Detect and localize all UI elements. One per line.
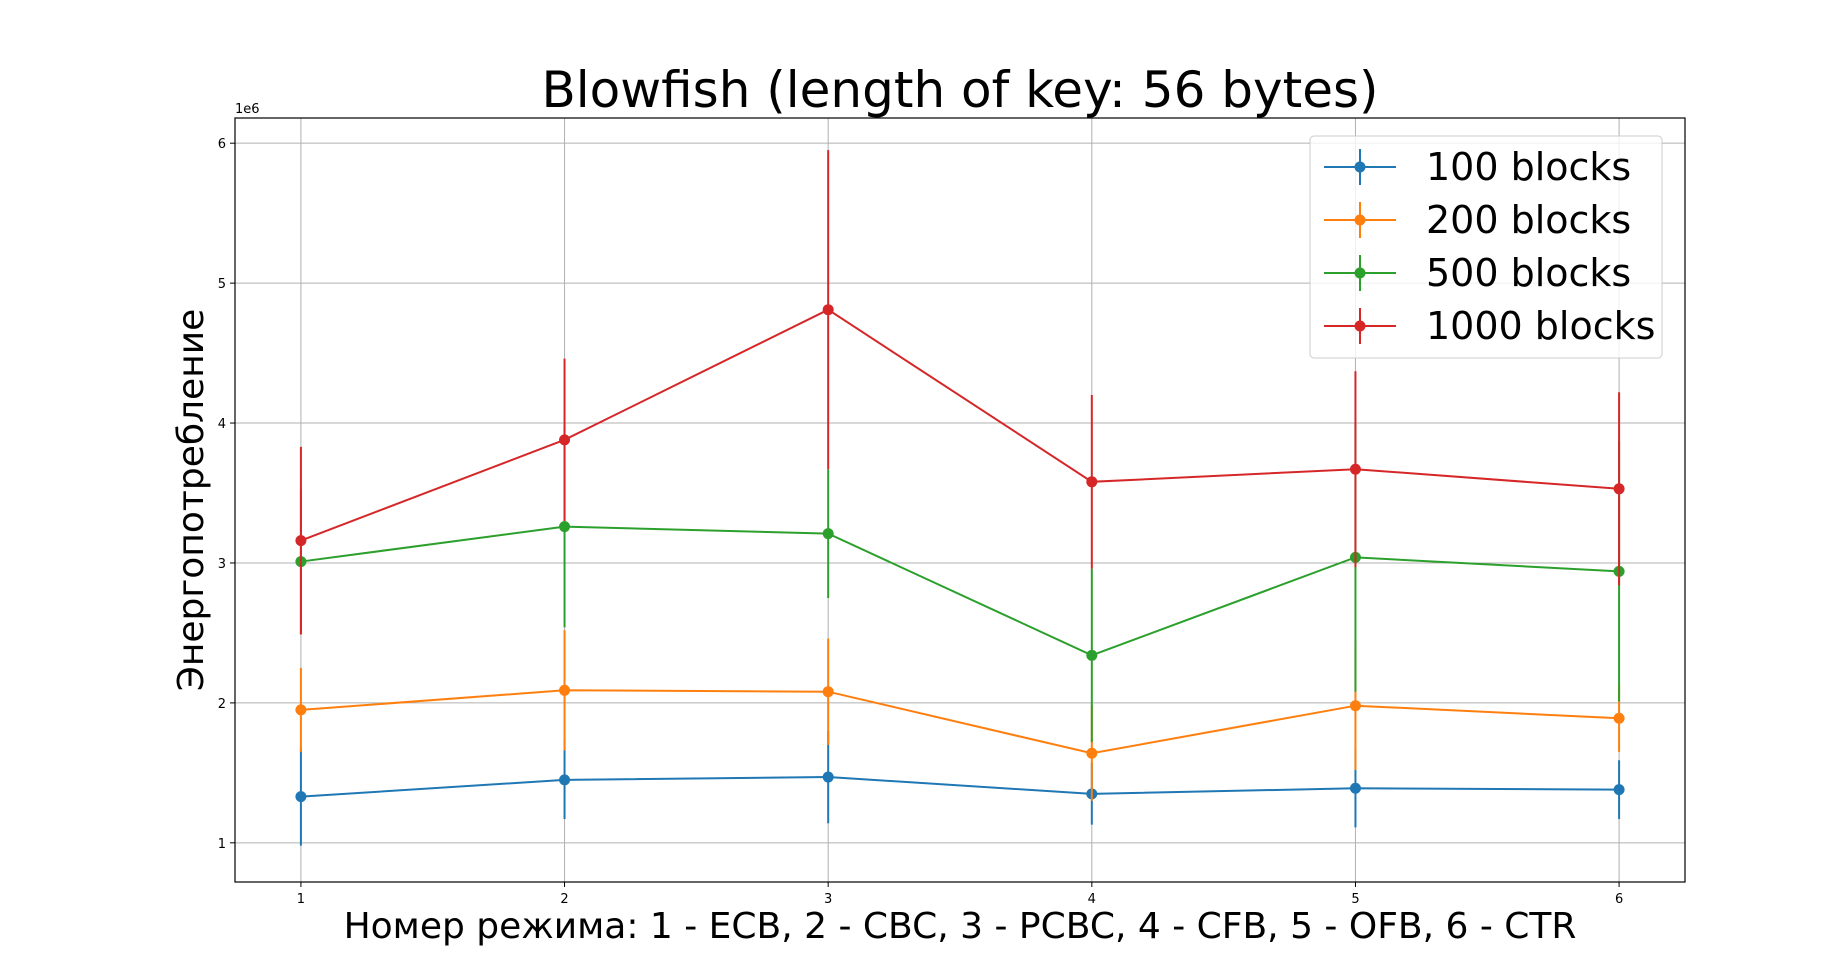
legend-label: 200 blocks (1426, 198, 1631, 242)
legend-marker (1354, 267, 1366, 279)
series-group (295, 150, 1625, 846)
legend-marker (1354, 214, 1366, 226)
legend-box (1309, 135, 1663, 359)
series-4 (295, 150, 1625, 635)
series-line (300, 776, 1620, 798)
legend-entry: 200 blocks (1324, 198, 1631, 242)
legend-entry: 1000 blocks (1324, 304, 1655, 348)
series-line (300, 689, 1620, 755)
legend-label: 500 blocks (1426, 251, 1631, 295)
plot-frame (234, 117, 1686, 883)
data-point (1349, 700, 1361, 712)
y-tick-label: 1 (218, 837, 226, 852)
data-point (822, 304, 834, 316)
y-offset-label: 1e6 (235, 102, 260, 117)
data-point (295, 791, 307, 803)
x-axis-label: Номер режима: 1 - ECB, 2 - CBC, 3 - PCBC… (344, 906, 1577, 947)
legend-entry: 500 blocks (1324, 251, 1631, 295)
data-point (559, 684, 571, 696)
x-axis: 1 2 3 4 5 6 (297, 882, 1623, 907)
x-tick-label: 3 (824, 892, 832, 907)
chart-title: Blowfish (length of key: 56 bytes) (541, 61, 1378, 119)
series-line (300, 525, 1620, 657)
legend-entry: 100 blocks (1324, 145, 1631, 189)
x-tick-label: 2 (560, 892, 568, 907)
x-tick-label: 6 (1615, 892, 1623, 907)
legend-marker (1354, 161, 1366, 173)
data-point (559, 434, 571, 446)
data-point (822, 686, 834, 698)
x-tick-label: 1 (297, 892, 305, 907)
y-tick-label: 5 (218, 277, 226, 292)
y-tick-label: 6 (218, 137, 226, 152)
legend: 100 blocks 200 blocks 500 blocks 1000 block… (1309, 135, 1663, 359)
y-tick-label: 3 (218, 557, 226, 572)
data-point (559, 774, 571, 786)
y-tick-label: 2 (218, 697, 226, 712)
data-point (822, 771, 834, 783)
data-point (1349, 782, 1361, 794)
data-point (1349, 463, 1361, 475)
y-axis-label: Энергопотребление (171, 309, 212, 692)
data-point (822, 528, 834, 540)
series-line (300, 308, 1620, 542)
data-point (1613, 712, 1625, 724)
x-tick-label: 4 (1088, 892, 1096, 907)
y-axis: 1 2 3 4 5 6 (218, 137, 235, 852)
x-tick-label: 5 (1351, 892, 1359, 907)
legend-marker (1354, 320, 1366, 332)
data-point (1086, 476, 1098, 488)
data-point (1613, 483, 1625, 495)
legend-label: 1000 blocks (1426, 304, 1655, 348)
y-tick-label: 4 (218, 417, 226, 432)
series-1 (295, 730, 1625, 846)
data-point (295, 704, 307, 716)
data-point (559, 521, 571, 533)
data-point (1086, 649, 1098, 661)
legend-label: 100 blocks (1426, 145, 1631, 189)
data-point (1086, 747, 1098, 759)
data-point (295, 535, 307, 547)
data-point (1613, 784, 1625, 796)
